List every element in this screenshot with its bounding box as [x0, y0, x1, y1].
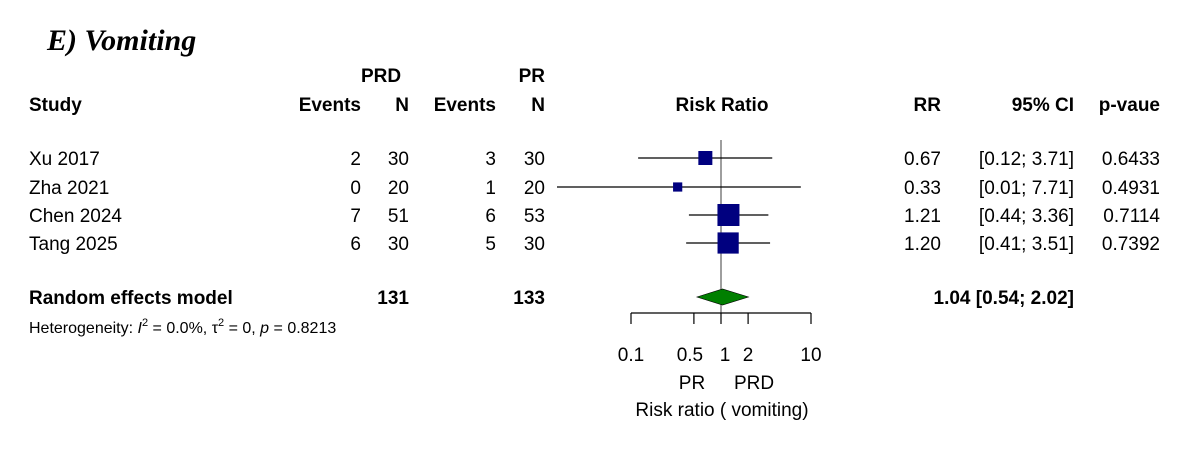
p-symbol: p — [259, 320, 269, 337]
study-row: Tang 2025 6 30 5 30 1.20 [0.41; 3.51] 0.7392 — [29, 234, 1160, 255]
tau-symbol: τ — [212, 320, 219, 337]
x-tick-label: 10 — [800, 345, 821, 366]
header-risk-ratio: Risk Ratio — [676, 95, 769, 116]
events-pr: 6 — [485, 206, 496, 227]
study-square — [717, 204, 740, 226]
study-name: Zha 2021 — [29, 178, 109, 199]
ci-value: [0.44; 3.36] — [979, 206, 1074, 227]
study-square — [673, 182, 683, 192]
n-prd: 20 — [388, 178, 409, 199]
study-rows: Xu 2017 2 30 3 30 0.67 [0.12; 3.71] 0.6433 Zha 2… — [29, 149, 1160, 255]
group-header-prd: PRD — [361, 66, 401, 87]
i2-symbol: I — [138, 320, 143, 337]
n-pr: 53 — [524, 206, 545, 227]
study-name: Xu 2017 — [29, 149, 100, 170]
rr-value: 1.20 — [904, 234, 941, 255]
x-axis-title: Risk ratio ( vomiting) — [635, 400, 808, 421]
events-pr: 1 — [485, 178, 496, 199]
header-n-prd: N — [395, 95, 409, 116]
tau-superscript: 2 — [218, 317, 224, 329]
pooled-n-pr: 133 — [513, 288, 545, 309]
n-prd: 30 — [388, 234, 409, 255]
rr-value: 1.21 — [904, 206, 941, 227]
x-label-left: PR — [679, 373, 705, 394]
heterogeneity-text: Heterogeneity: I2 = 0.0%, τ2 = 0, p = 0.… — [29, 317, 336, 337]
p-value-cell: 0.6433 — [1102, 149, 1160, 170]
events-pr: 5 — [485, 234, 496, 255]
i2-value: = 0.0%, — [148, 320, 212, 337]
ci-value: [0.01; 7.71] — [979, 178, 1074, 199]
pooled-label: Random effects model — [29, 288, 233, 309]
header-rr: RR — [914, 95, 942, 116]
header-events-pr: Events — [434, 95, 496, 116]
header-ci: 95% CI — [1012, 95, 1074, 116]
study-square — [717, 232, 739, 254]
x-tick-label: 0.5 — [677, 345, 703, 366]
x-tick-label: 2 — [743, 345, 754, 366]
rr-value: 0.33 — [904, 178, 941, 199]
study-name: Tang 2025 — [29, 234, 118, 255]
n-pr: 30 — [524, 234, 545, 255]
pooled-diamond — [695, 288, 750, 306]
events-pr: 3 — [485, 149, 496, 170]
ci-value: [0.41; 3.51] — [979, 234, 1074, 255]
forest-marks — [557, 151, 801, 254]
n-pr: 20 — [524, 178, 545, 199]
events-prd: 6 — [350, 234, 361, 255]
p-value: = 0.8213 — [269, 320, 336, 337]
x-label-right: PRD — [734, 373, 774, 394]
rr-value: 0.67 — [904, 149, 941, 170]
chart-title: E) Vomiting — [46, 24, 196, 57]
events-prd: 2 — [350, 149, 361, 170]
heterogeneity-prefix: Heterogeneity: — [29, 320, 138, 337]
x-tick-label: 1 — [720, 345, 731, 366]
study-name: Chen 2024 — [29, 206, 122, 227]
tau-value: = 0, — [224, 320, 260, 337]
group-header-pr: PR — [519, 66, 546, 87]
study-row: Chen 2024 7 51 6 53 1.21 [0.44; 3.36] 0.7114 — [29, 206, 1160, 227]
study-row: Zha 2021 0 20 1 20 0.33 [0.01; 7.71] 0.4931 — [29, 178, 1160, 199]
p-value-cell: 0.4931 — [1102, 178, 1160, 199]
n-prd: 51 — [388, 206, 409, 227]
x-axis-ticks: 0.1 0.5 1 2 10 — [618, 313, 822, 366]
n-prd: 30 — [388, 149, 409, 170]
header-n-pr: N — [531, 95, 545, 116]
p-value-cell: 0.7392 — [1102, 234, 1160, 255]
pooled-n-prd: 131 — [377, 288, 409, 309]
events-prd: 0 — [350, 178, 361, 199]
header-study: Study — [29, 95, 82, 116]
p-value-cell: 0.7114 — [1103, 206, 1160, 227]
pooled-estimate-text: 1.04 [0.54; 2.02] — [934, 288, 1074, 309]
events-prd: 7 — [350, 206, 361, 227]
n-pr: 30 — [524, 149, 545, 170]
ci-value: [0.12; 3.71] — [979, 149, 1074, 170]
header-events-prd: Events — [299, 95, 361, 116]
x-tick-label: 0.1 — [618, 345, 644, 366]
header-p-value: p-vaue — [1099, 95, 1160, 116]
study-row: Xu 2017 2 30 3 30 0.67 [0.12; 3.71] 0.6433 — [29, 149, 1160, 170]
study-square — [698, 151, 713, 165]
i2-superscript: 2 — [142, 317, 148, 329]
